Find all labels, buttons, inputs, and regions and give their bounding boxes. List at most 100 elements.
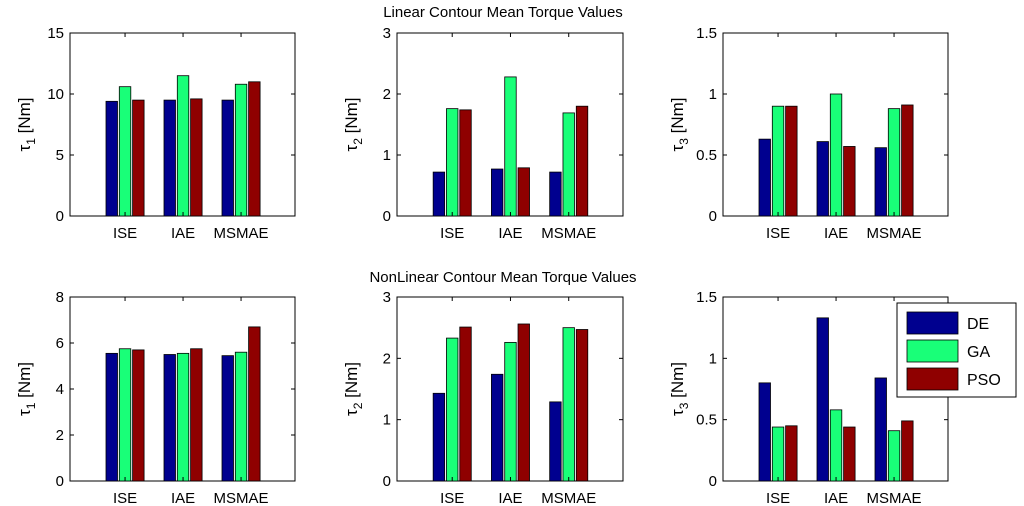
- y-tick-label: 3: [383, 25, 391, 42]
- bar-msmae-pso: [901, 104, 914, 217]
- bar-iae-de: [163, 354, 176, 482]
- x-tick-label-msmae: MSMAE: [541, 490, 596, 506]
- y-tick-label: 1.5: [696, 25, 717, 42]
- bar-ise-pso: [459, 109, 472, 217]
- y-axis-label-symbol: τ: [342, 409, 361, 416]
- bar-iae-ga: [504, 76, 517, 217]
- y-axis-label-symbol: τ: [668, 409, 687, 416]
- y-tick-label: 0: [383, 473, 391, 490]
- x-tick-label-iae: IAE: [824, 490, 848, 506]
- y-axis-label-subscript: 2: [351, 402, 365, 409]
- panel-linear-tau1: 0 5 10 15 ISE IAE MSMAE τ1 [Nm]: [15, 25, 296, 242]
- legend-label-ga: GA: [967, 344, 990, 361]
- y-tick-label: 2: [383, 86, 391, 103]
- bar-ise-pso: [459, 326, 472, 482]
- bar-iae-ga: [829, 409, 843, 482]
- bar-iae-pso: [190, 348, 203, 482]
- bar-iae-de: [491, 168, 504, 217]
- y-tick-label: 1: [383, 412, 391, 429]
- bar-ise-ga: [118, 348, 132, 482]
- x-tick-label-msmae: MSMAE: [214, 490, 269, 506]
- bar-ise-ga: [771, 426, 785, 482]
- y-tick-label: 1: [709, 350, 717, 367]
- legend-label-de: DE: [967, 316, 989, 333]
- y-axis-label-subscript: 1: [24, 138, 38, 145]
- panel-linear-tau3: 0 0.5 1 1.5 ISE IAE MSMAE τ3 [Nm]: [668, 25, 949, 242]
- x-tick-label-iae: IAE: [824, 225, 848, 242]
- bar-iae-de: [491, 373, 504, 482]
- bar-msmae-pso: [901, 420, 914, 482]
- bar-msmae-pso: [575, 329, 589, 482]
- bar-iae-pso: [190, 98, 203, 217]
- y-tick-label: 6: [56, 335, 64, 352]
- chart-title-nonlinear: NonLinear Contour Mean Torque Values: [369, 269, 636, 286]
- y-axis-label-unit: [Nm]: [668, 362, 687, 403]
- y-tick-label: 1: [383, 147, 391, 164]
- legend-label-pso: PSO: [967, 372, 1001, 389]
- bar-iae-pso: [843, 426, 856, 482]
- y-axis-label-unit: [Nm]: [342, 362, 361, 403]
- bar-iae-de: [163, 99, 176, 217]
- legend-swatch-de: [906, 311, 959, 335]
- y-axis-label: τ1 [Nm]: [15, 362, 38, 416]
- x-tick-label-msmae: MSMAE: [541, 225, 596, 242]
- x-tick-label-ise: ISE: [113, 490, 137, 506]
- bar-iae-pso: [517, 167, 530, 217]
- bar-ise-pso: [785, 105, 798, 217]
- bar-ise-pso: [785, 425, 798, 482]
- bar-msmae-ga: [887, 430, 901, 482]
- panel-nonlinear-tau1: 0 2 4 6 8 ISE IAE MSMAE τ1 [Nm]: [15, 289, 296, 506]
- bar-msmae-ga: [562, 327, 575, 482]
- y-tick-label: 10: [47, 86, 64, 103]
- x-tick-label-msmae: MSMAE: [867, 225, 922, 242]
- y-axis-label: τ3 [Nm]: [668, 97, 691, 151]
- bar-ise-ga: [446, 108, 459, 217]
- bar-msmae-de: [221, 355, 234, 482]
- y-axis-label-subscript: 1: [24, 402, 38, 409]
- x-tick-label-msmae: MSMAE: [867, 490, 922, 506]
- y-axis-label-symbol: τ: [15, 409, 34, 416]
- y-tick-label: 5: [56, 147, 64, 164]
- y-tick-label: 3: [383, 289, 391, 306]
- x-tick-label-ise: ISE: [440, 490, 464, 506]
- y-tick-label: 0: [709, 473, 717, 490]
- bar-ise-ga: [446, 337, 459, 482]
- x-tick-label-iae: IAE: [498, 225, 522, 242]
- legend: DE GA PSO: [896, 302, 1017, 398]
- y-tick-label: 2: [383, 350, 391, 367]
- bar-msmae-ga: [234, 83, 248, 217]
- y-axis-label-symbol: τ: [342, 145, 361, 152]
- y-axis-label-unit: [Nm]: [15, 362, 34, 403]
- y-axis-label-unit: [Nm]: [342, 97, 361, 138]
- bar-iae-de: [816, 317, 829, 482]
- x-tick-label-ise: ISE: [440, 225, 464, 242]
- bar-msmae-pso: [575, 105, 589, 217]
- y-axis-label: τ2 [Nm]: [342, 362, 365, 416]
- bar-iae-de: [816, 141, 829, 217]
- y-tick-label: 1.5: [696, 289, 717, 306]
- x-tick-label-iae: IAE: [171, 225, 195, 242]
- x-tick-label-iae: IAE: [171, 490, 195, 506]
- bar-iae-pso: [843, 146, 856, 217]
- bar-msmae-de: [874, 377, 887, 482]
- y-tick-label: 0: [383, 208, 391, 225]
- y-axis-label-unit: [Nm]: [668, 97, 687, 138]
- bar-ise-pso: [132, 349, 145, 482]
- bar-ise-de: [758, 382, 771, 482]
- bar-msmae-pso: [248, 81, 261, 217]
- x-tick-label-iae: IAE: [498, 490, 522, 506]
- y-tick-label: 0.5: [696, 412, 717, 429]
- y-axis-label: τ2 [Nm]: [342, 97, 365, 151]
- bar-msmae-de: [874, 147, 887, 217]
- x-tick-label-msmae: MSMAE: [214, 225, 269, 242]
- y-axis-label: τ3 [Nm]: [668, 362, 691, 416]
- y-tick-label: 0.5: [696, 147, 717, 164]
- bar-msmae-de: [549, 401, 562, 482]
- bar-msmae-de: [549, 171, 562, 217]
- y-axis-label-subscript: 2: [351, 138, 365, 145]
- bar-ise-pso: [132, 99, 145, 217]
- y-tick-label: 15: [47, 25, 64, 42]
- x-tick-label-ise: ISE: [766, 225, 790, 242]
- bar-ise-de: [105, 352, 118, 482]
